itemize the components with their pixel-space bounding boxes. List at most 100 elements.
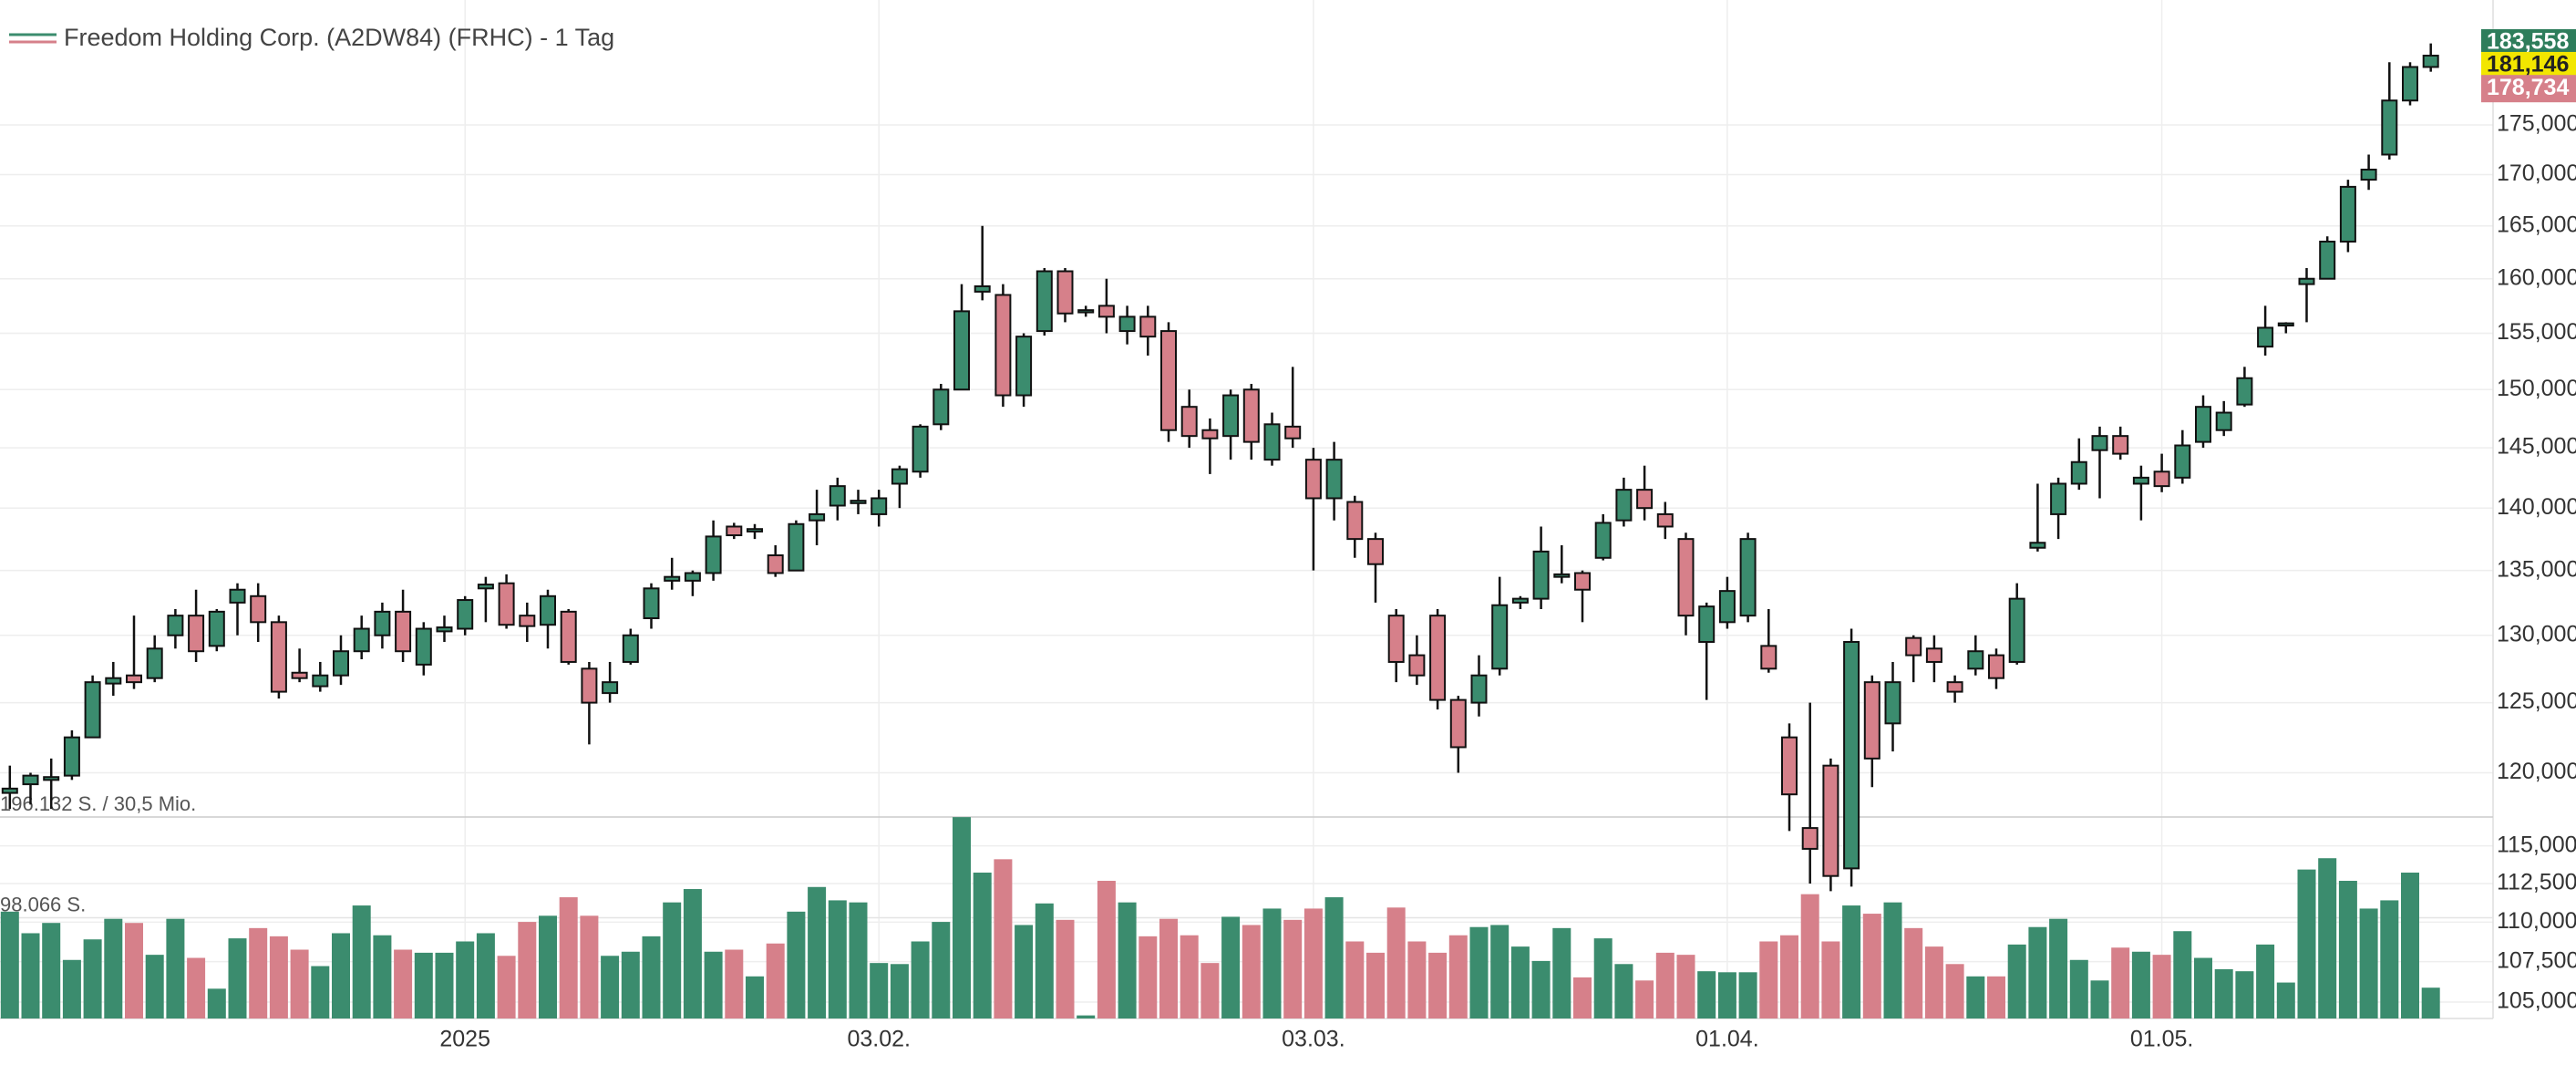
volume-bar	[1800, 894, 1819, 1018]
volume-bar	[725, 949, 744, 1018]
candle-body	[270, 621, 287, 693]
x-tick-label: 03.03.	[1282, 1027, 1345, 1052]
volume-bar	[2111, 947, 2130, 1018]
candle-body	[1698, 605, 1716, 644]
y-tick-label: 130,000	[2497, 621, 2576, 646]
price-label-box	[2481, 51, 2576, 79]
candle-body	[747, 528, 763, 532]
y-tick-label: 175,000	[2497, 111, 2576, 137]
volume-bar	[2401, 872, 2419, 1018]
volume-bar	[145, 955, 164, 1018]
volume-bar	[2318, 858, 2337, 1018]
candle-body	[1449, 698, 1467, 749]
candle-body	[105, 677, 122, 685]
volume-bar	[849, 902, 868, 1018]
candle-body	[850, 500, 867, 504]
candle-body	[188, 615, 205, 653]
volume-bar	[1324, 897, 1344, 1018]
candle-body	[664, 575, 681, 582]
volume-bar	[642, 936, 661, 1018]
volume-bar	[1862, 914, 1881, 1018]
candle-body	[809, 512, 826, 522]
volume-bar	[1676, 955, 1695, 1018]
volume-bar	[1200, 963, 1220, 1018]
y-tick-label: 145,000	[2497, 434, 2576, 460]
y-tick-label: 160,000	[2497, 264, 2576, 290]
candle-body	[229, 588, 246, 604]
volume-bar	[2194, 957, 2212, 1018]
volume-bar	[1262, 908, 1282, 1018]
volume-bar	[1945, 964, 1964, 1018]
volume-bar	[1097, 881, 1116, 1018]
volume-bar	[497, 956, 516, 1018]
candle-body	[1036, 270, 1053, 333]
candle-body	[167, 615, 184, 636]
candle-body	[540, 595, 556, 626]
candle-body	[395, 610, 412, 653]
volume-bar	[332, 933, 350, 1018]
candle-body	[726, 525, 743, 537]
volume-bar	[601, 956, 620, 1018]
candle-body	[2257, 326, 2274, 348]
candle-body	[498, 582, 515, 626]
candle-body	[891, 468, 908, 485]
candle-body	[1967, 650, 1984, 670]
volume-bar	[1904, 927, 1923, 1018]
candle-body	[2236, 377, 2253, 406]
volume-bar	[1697, 971, 1716, 1018]
volume-bar	[2235, 971, 2254, 1018]
candle-body	[1263, 423, 1281, 461]
volume-bar	[1987, 976, 2005, 1018]
candle-body	[933, 388, 950, 426]
y-tick-label: 112,500	[2497, 870, 2576, 895]
candle-body	[2402, 66, 2418, 102]
volume-bar	[1614, 964, 1633, 1018]
volume-bar	[870, 963, 889, 1018]
candle-body	[2360, 169, 2377, 181]
candle-body	[1118, 315, 1136, 333]
candle-body	[560, 610, 577, 663]
candle-body	[1408, 654, 1426, 677]
candle-body	[1739, 538, 1757, 617]
volume-bar	[580, 915, 599, 1018]
candle-body	[1946, 681, 1963, 693]
volume-bar	[0, 911, 19, 1018]
volume-bar	[2256, 944, 2275, 1018]
y-tick-label: 155,000	[2497, 319, 2576, 345]
candle-body	[994, 294, 1012, 397]
volume-bar	[2069, 959, 2088, 1018]
candle-body	[1160, 330, 1177, 431]
volume-bar	[373, 935, 392, 1018]
volume-bar	[1552, 927, 1571, 1018]
volume-bar	[2131, 951, 2150, 1018]
volume-bar	[2152, 955, 2171, 1018]
candle-body	[2029, 542, 2046, 549]
candle-body	[146, 647, 163, 679]
volume-bar	[2090, 980, 2109, 1018]
candle-body	[1325, 459, 1343, 500]
volume-bar	[683, 889, 702, 1018]
volume-bar	[2276, 982, 2295, 1018]
x-tick-label: 2025	[439, 1027, 490, 1052]
volume-bar	[1407, 941, 1427, 1018]
volume-bar	[1759, 941, 1778, 1018]
candle-body	[1387, 615, 1405, 663]
candle-body	[250, 595, 267, 624]
volume-bar	[1283, 919, 1303, 1018]
volume-bar	[269, 936, 288, 1018]
volume-bar	[1366, 952, 1385, 1018]
candle-body	[705, 535, 722, 574]
candle-body	[1222, 394, 1240, 438]
candle-body	[622, 634, 639, 663]
volume-bar	[187, 957, 206, 1018]
y-tick-label: 110,000	[2497, 908, 2576, 934]
volume-bar	[808, 886, 827, 1018]
candle-body	[684, 572, 701, 582]
candle-body	[2277, 322, 2294, 327]
candle-body	[1574, 572, 1591, 591]
volume-bar	[1428, 952, 1448, 1018]
candle-body	[2050, 482, 2067, 515]
volume-bar	[21, 933, 40, 1018]
candle-body	[22, 774, 39, 786]
